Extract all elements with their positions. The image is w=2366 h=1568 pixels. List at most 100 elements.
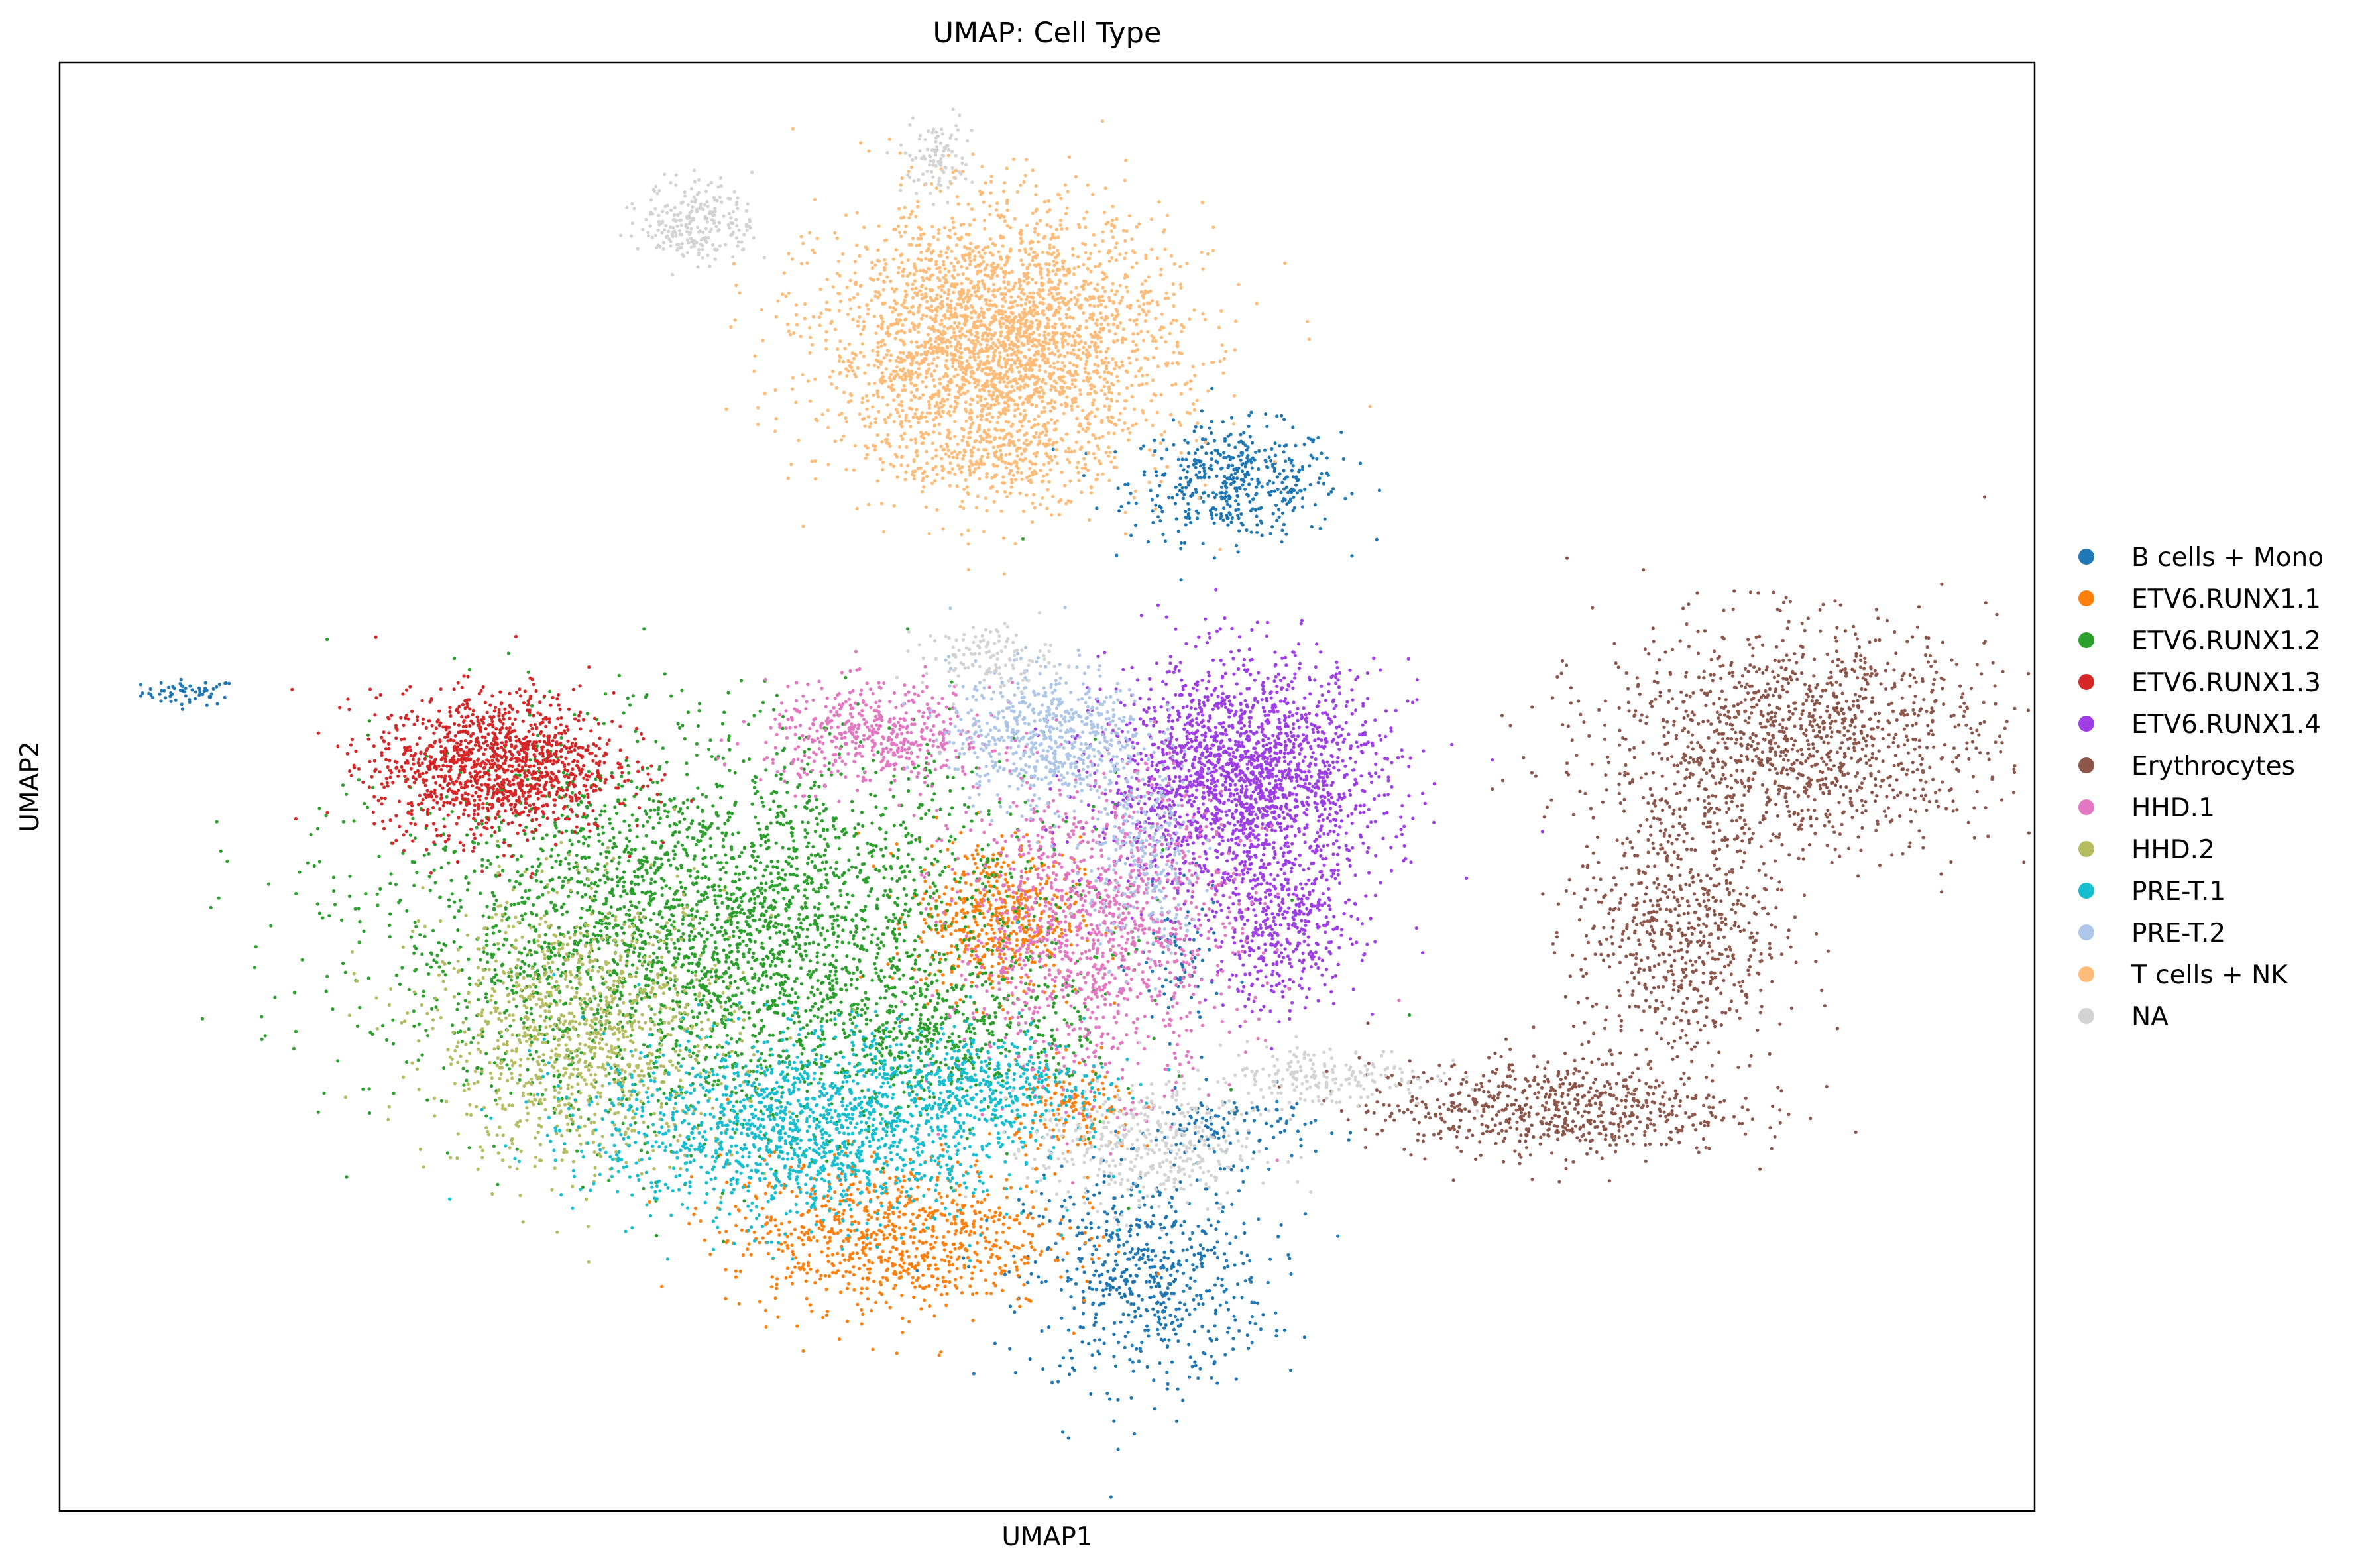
scatter-point — [687, 913, 691, 918]
scatter-point — [1137, 1258, 1141, 1262]
scatter-point — [1147, 1280, 1152, 1284]
scatter-point — [895, 842, 899, 846]
scatter-point — [496, 978, 500, 982]
scatter-point — [856, 1221, 860, 1225]
scatter-point — [982, 944, 986, 948]
scatter-point — [1088, 1102, 1092, 1106]
scatter-point — [1094, 1316, 1098, 1320]
scatter-point — [410, 860, 414, 864]
scatter-point — [560, 813, 564, 817]
scatter-point — [1092, 805, 1096, 809]
scatter-point — [753, 781, 757, 785]
scatter-point — [693, 1206, 698, 1211]
scatter-point — [1199, 1251, 1203, 1255]
scatter-point — [1098, 1191, 1101, 1195]
scatter-point — [1187, 1122, 1191, 1126]
scatter-point — [903, 923, 907, 926]
scatter-point — [1330, 1131, 1334, 1135]
scatter-point — [553, 1111, 557, 1115]
scatter-point — [970, 1204, 974, 1208]
scatter-point — [954, 913, 958, 917]
scatter-point — [1115, 1263, 1119, 1267]
scatter-point — [752, 849, 756, 854]
scatter-point — [573, 712, 577, 717]
scatter-point — [997, 1218, 1001, 1222]
scatter-point — [1214, 1227, 1218, 1231]
scatter-point — [1056, 1255, 1060, 1259]
scatter-point — [677, 952, 681, 956]
scatter-point — [758, 901, 762, 905]
scatter-point — [316, 1110, 320, 1114]
scatter-point — [939, 1350, 943, 1354]
scatter-point — [224, 681, 228, 685]
scatter-point — [254, 945, 258, 949]
scatter-point — [1090, 1353, 1094, 1357]
scatter-point — [707, 877, 711, 881]
scatter-point — [1005, 921, 1009, 925]
scatter-point — [579, 826, 583, 830]
scatter-point — [139, 694, 142, 698]
scatter-point — [1102, 1301, 1106, 1305]
scatter-point — [935, 979, 939, 983]
scatter-point — [970, 770, 974, 774]
scatter-point — [1237, 486, 1241, 490]
scatter-point — [932, 1314, 936, 1318]
scatter-point — [1037, 984, 1041, 988]
scatter-point — [1159, 1266, 1163, 1270]
scatter-point — [1214, 1308, 1218, 1312]
scatter-point — [761, 874, 765, 878]
scatter-point — [1212, 521, 1216, 525]
scatter-point — [828, 1239, 832, 1243]
scatter-point — [816, 987, 820, 991]
scatter-point — [363, 801, 366, 805]
scatter-point — [773, 1150, 777, 1154]
scatter-point — [1162, 1300, 1166, 1305]
scatter-point — [1025, 1103, 1029, 1107]
scatter-point — [1119, 1296, 1124, 1300]
scatter-point — [1254, 450, 1258, 455]
scatter-point — [815, 1214, 819, 1218]
scatter-point — [753, 901, 757, 905]
scatter-point — [1117, 1341, 1121, 1345]
scatter-point — [159, 699, 163, 703]
scatter-point — [879, 968, 883, 973]
scatter-point — [890, 877, 894, 881]
scatter-point — [770, 879, 774, 883]
scatter-point — [1082, 919, 1086, 923]
scatter-point — [991, 944, 995, 948]
scatter-point — [795, 976, 799, 980]
scatter-point — [702, 994, 706, 998]
scatter-point — [910, 1013, 914, 1017]
scatter-point — [1128, 1358, 1132, 1362]
scatter-point — [1276, 1119, 1280, 1123]
scatter-point — [520, 895, 524, 900]
scatter-point — [1098, 1105, 1102, 1109]
scatter-point — [1206, 1329, 1210, 1333]
scatter-point — [509, 1091, 513, 1095]
scatter-point — [926, 1251, 930, 1255]
scatter-point — [911, 1212, 915, 1216]
scatter-point — [653, 808, 657, 812]
scatter-point — [900, 1265, 904, 1269]
scatter-point — [951, 1262, 955, 1266]
scatter-point — [940, 924, 944, 928]
scatter-point — [990, 1253, 994, 1257]
scatter-point — [1012, 1245, 1016, 1249]
scatter-point — [1200, 437, 1204, 441]
scatter-point — [627, 918, 631, 922]
scatter-point — [955, 1286, 959, 1290]
scatter-point — [913, 958, 918, 962]
scatter-point — [874, 771, 878, 775]
scatter-point — [1097, 1303, 1101, 1307]
scatter-point — [1232, 1314, 1236, 1318]
scatter-point — [664, 884, 668, 888]
scatter-point — [663, 672, 667, 676]
scatter-point — [640, 997, 644, 1001]
scatter-point — [917, 902, 921, 907]
scatter-point — [1222, 1117, 1226, 1121]
scatter-point — [1228, 504, 1232, 508]
scatter-point — [598, 929, 603, 933]
scatter-point — [1229, 433, 1233, 437]
scatter-point — [345, 792, 349, 796]
scatter-point — [874, 844, 878, 848]
